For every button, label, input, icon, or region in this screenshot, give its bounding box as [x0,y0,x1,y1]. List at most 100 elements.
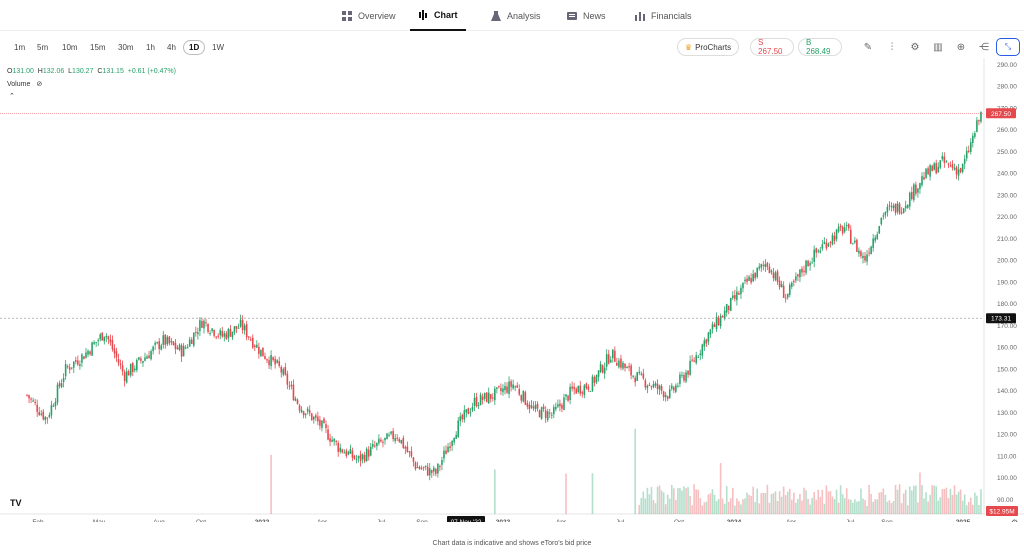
candle-body [62,377,65,383]
timeframe-30m[interactable]: 30m [118,43,134,52]
y-tick-label: 150.00 [997,366,1017,373]
candle-body [819,250,822,253]
volume-bar [870,493,872,514]
volume-bar [640,497,643,514]
candle-body [367,449,370,457]
pencil-icon[interactable]: ✎ [863,41,873,53]
candle-body [711,324,714,330]
candle-body [298,405,301,411]
candle-body [233,326,236,333]
y-tick-label: 110.00 [997,453,1017,460]
candle-body [561,404,563,409]
candle-body [209,332,211,334]
volume-bar [878,492,881,514]
candle-body [923,177,925,180]
volume-bar [675,499,677,514]
candle-body [284,367,287,375]
share-icon[interactable]: ⋲ [979,41,989,53]
timeframe-5m[interactable]: 5m [37,43,49,52]
sell-button[interactable]: S 267.50 [750,38,794,56]
candle-body [422,466,425,468]
candle-body [618,360,620,368]
x-tick-label: 2025 [956,519,971,522]
tab-overview[interactable]: Overview [342,0,396,31]
candle-body [652,383,655,388]
candle-body [770,270,773,273]
price-chart[interactable]: 290.00280.00270.00260.00250.00240.00230.… [0,58,1024,522]
timeframe-15m[interactable]: 15m [90,43,106,52]
settings-icon[interactable]: ⚙ [910,41,920,53]
candle-body [416,467,419,469]
candle-body [925,168,927,178]
volume-bar [685,488,687,514]
plus-icon[interactable]: ⊕ [956,41,966,53]
volume-bar [666,494,669,514]
x-tick-label: Aug [153,519,165,522]
candle-body [892,205,895,209]
candle-body [361,454,364,460]
timeframe-1d[interactable]: 1D [183,40,206,55]
bar-icon [635,11,645,21]
tab-financials-label: Financials [651,10,692,21]
candle-body [589,390,592,392]
candle-body [371,444,374,447]
tab-news[interactable]: News [567,0,606,31]
volume-bar [693,484,695,514]
timeframe-1w[interactable]: 1W [212,43,224,52]
volume-bar [937,500,940,514]
candle-body [60,383,63,388]
eye-off-icon[interactable]: ⊘ [36,81,43,88]
volume-bar [852,502,854,514]
volume-bar [786,491,789,514]
candle-body [683,375,685,381]
candle-body [866,254,868,262]
candle-body [553,407,555,415]
candle-body [823,241,826,244]
volume-bar [906,505,909,514]
procharts-button[interactable]: ♛ ProCharts [677,38,739,56]
timeframe-10m[interactable]: 10m [62,43,78,52]
bar-chart-icon[interactable]: ▥ [933,41,943,53]
candle-body [565,394,567,397]
candle-body [266,359,268,361]
volume-bar [782,486,785,514]
candle-body [105,335,108,338]
indicators-icon[interactable]: ⫶ [890,41,894,53]
candle-body [675,385,677,392]
candle-body [235,326,238,329]
volume-bar [807,498,809,514]
candle-body [451,441,453,446]
candle-body [963,159,966,164]
tab-analysis[interactable]: Analysis [491,0,541,31]
candle-body [546,411,549,421]
candle-body [178,344,181,350]
candle-body [380,439,382,442]
candle-body [172,341,175,345]
candle-body [933,163,935,170]
candle-body [282,369,285,375]
candle-body [575,388,577,394]
candle-body [485,392,488,403]
candle-body [699,353,702,355]
volume-bar [656,486,659,514]
timeframe-1m[interactable]: 1m [14,43,26,52]
buy-button[interactable]: B 268.49 [798,38,842,56]
tab-financials[interactable]: Financials [635,0,692,31]
volume-bar [951,494,954,514]
candle-body [52,405,55,407]
tab-chart[interactable]: Chart [410,0,466,31]
candle-body [709,329,712,335]
volume-bar [894,484,897,514]
timeframe-1h[interactable]: 1h [146,43,155,52]
candle-body [129,363,132,376]
collapse-icon[interactable]: ⤡ [996,38,1020,56]
candle-body [428,468,431,476]
candle-body [732,295,734,299]
chevron-up-icon[interactable]: ⌃ [9,93,15,100]
candle-body [679,374,681,384]
timeframe-4h[interactable]: 4h [167,43,176,52]
candle-body [605,354,608,367]
candle-body [628,366,630,368]
candle-body [815,248,818,253]
candle-body [614,350,616,362]
